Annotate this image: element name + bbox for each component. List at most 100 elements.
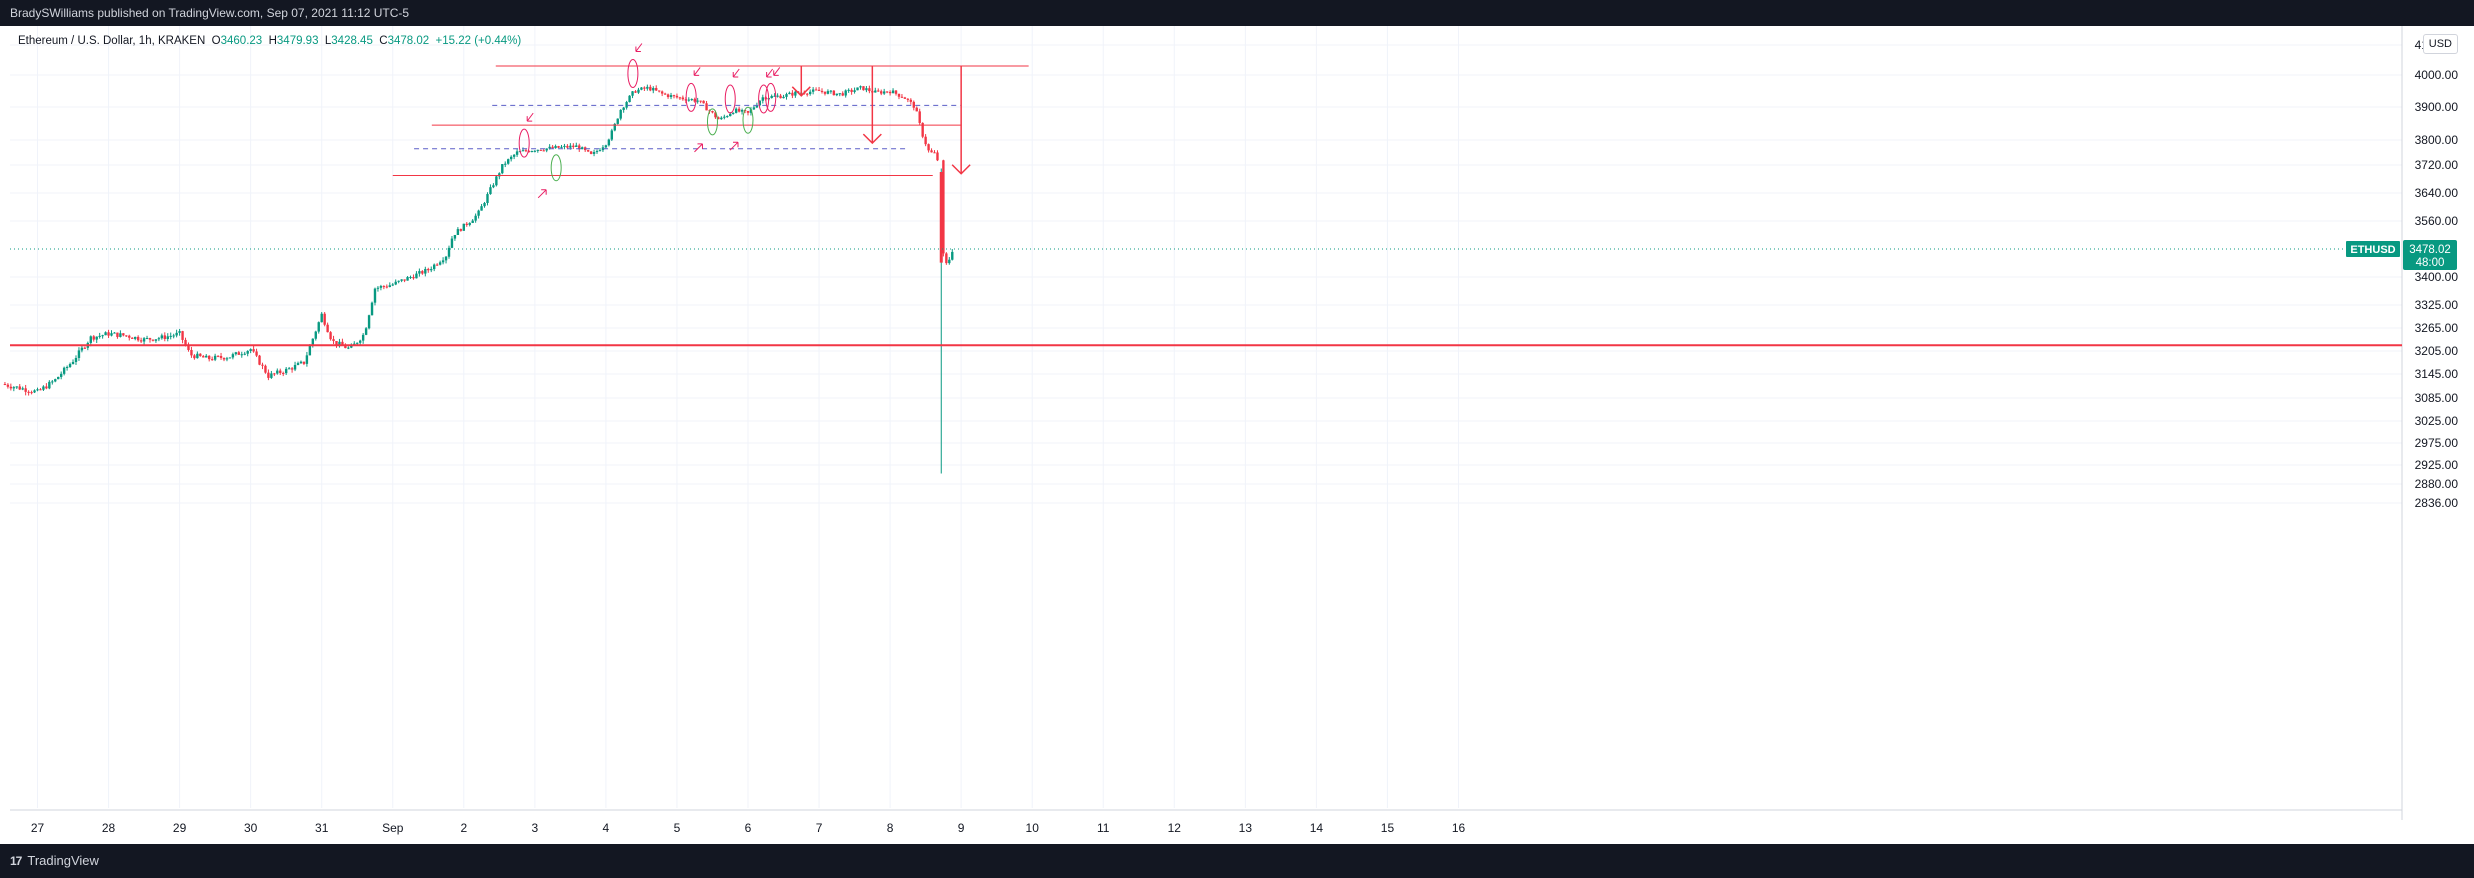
candle-body [62,367,66,374]
highlight-ellipse[interactable] [685,82,697,112]
candle-body [205,355,208,358]
pointer-arrow [537,189,547,199]
candle-body [545,148,548,151]
candle-body [36,389,39,391]
candle-body [865,88,868,91]
candle-body [729,113,732,117]
candle-body [572,145,575,148]
pointer-arrow [635,43,643,52]
candle-body [791,92,794,96]
candle-body [344,345,347,349]
candle-body [758,100,762,106]
candle-body [610,130,614,140]
candle-body [924,136,927,145]
candle-body [376,287,380,289]
symbol-badge-label: ETHUSD [2350,244,2395,256]
candle-body [447,247,451,257]
candle-body [3,384,7,385]
candle-body [202,356,205,358]
candle-body [868,88,871,92]
time-axis: 27 28 29 30 31 Sep 2 3 4 5 6 7 8 9 10 11 12 13 14 15 16 [10,809,2402,835]
low-label: L [324,35,332,47]
price-tick-label: 3720.00 [2415,158,2459,172]
candle-body [210,359,214,361]
candle-body [533,150,537,152]
candle-body [119,333,122,337]
candle-body [501,164,504,174]
candle-body [891,90,895,94]
candle-body [208,355,211,360]
candle-body [113,332,116,334]
candle-body [699,100,702,102]
candle-body [601,147,605,151]
highlight-ellipse[interactable] [550,154,562,182]
time-tick-label: 16 [1452,821,1466,835]
candle-body [930,150,933,153]
highlight-ellipse[interactable] [706,108,718,136]
candle-body [906,98,910,100]
candle-body [726,116,729,118]
pointer-arrow [729,141,739,151]
tradingview-brand[interactable]: 17 TradingView [10,853,99,868]
candle-body [897,93,901,97]
candle-body [181,331,184,340]
candle-body [655,88,658,91]
candle-body [877,90,880,92]
candle-body [711,110,714,113]
candle-body [95,336,98,340]
candle-body [714,112,717,118]
candle-body [172,335,175,337]
highlight-ellipse[interactable] [518,128,530,158]
candle-body [578,145,581,150]
candle-body [249,349,252,351]
candle-body [592,152,596,154]
candle-body [761,97,765,101]
candle-body [832,90,836,96]
price-tick-label: 3640.00 [2415,186,2459,200]
candle-body [15,386,18,388]
candle-body [311,338,315,346]
price-chart[interactable]: 4100.004000.003900.003800.003720.003640.… [0,26,2474,844]
tradingview-brand-label: TradingView [27,853,99,868]
candle-body [509,156,513,160]
candle-body [492,185,495,188]
candle-body [367,315,371,329]
candle-body [9,386,13,389]
currency-button[interactable]: USD [2422,34,2458,54]
candle-body [184,339,187,346]
highlight-ellipse[interactable] [765,82,777,112]
price-tick-label: 4000.00 [2415,68,2459,82]
highlight-ellipse[interactable] [742,106,754,134]
highlight-ellipse[interactable] [758,84,770,114]
highlight-ellipse[interactable] [724,84,736,114]
pointer-arrow [694,143,703,153]
candle-body [59,373,63,377]
time-tick-label: 7 [816,821,823,835]
candle-body [358,340,362,343]
candle-body [495,176,498,186]
candle-body [166,336,169,339]
candle-body [551,146,554,149]
candle-body [770,95,773,99]
candle-body [666,94,670,98]
candle-body [489,187,492,195]
time-tick-label: 12 [1168,821,1182,835]
candle-body [391,284,394,286]
candle-body [21,388,24,390]
price-tick-label: 3400.00 [2415,270,2459,284]
candle-body [625,102,628,108]
candle-body [776,95,779,97]
close-label: C [379,35,388,47]
candle-body [918,111,921,123]
candle-body [942,160,945,254]
candle-body [486,194,489,203]
candle-body [252,349,255,352]
candle-body [483,202,486,207]
candle-body [234,352,238,355]
candle-body [157,338,161,340]
candle-body [646,86,649,89]
highlight-ellipse[interactable] [627,59,639,88]
candle-body [598,150,602,152]
candle-body [465,223,468,225]
candle-body [33,390,36,393]
